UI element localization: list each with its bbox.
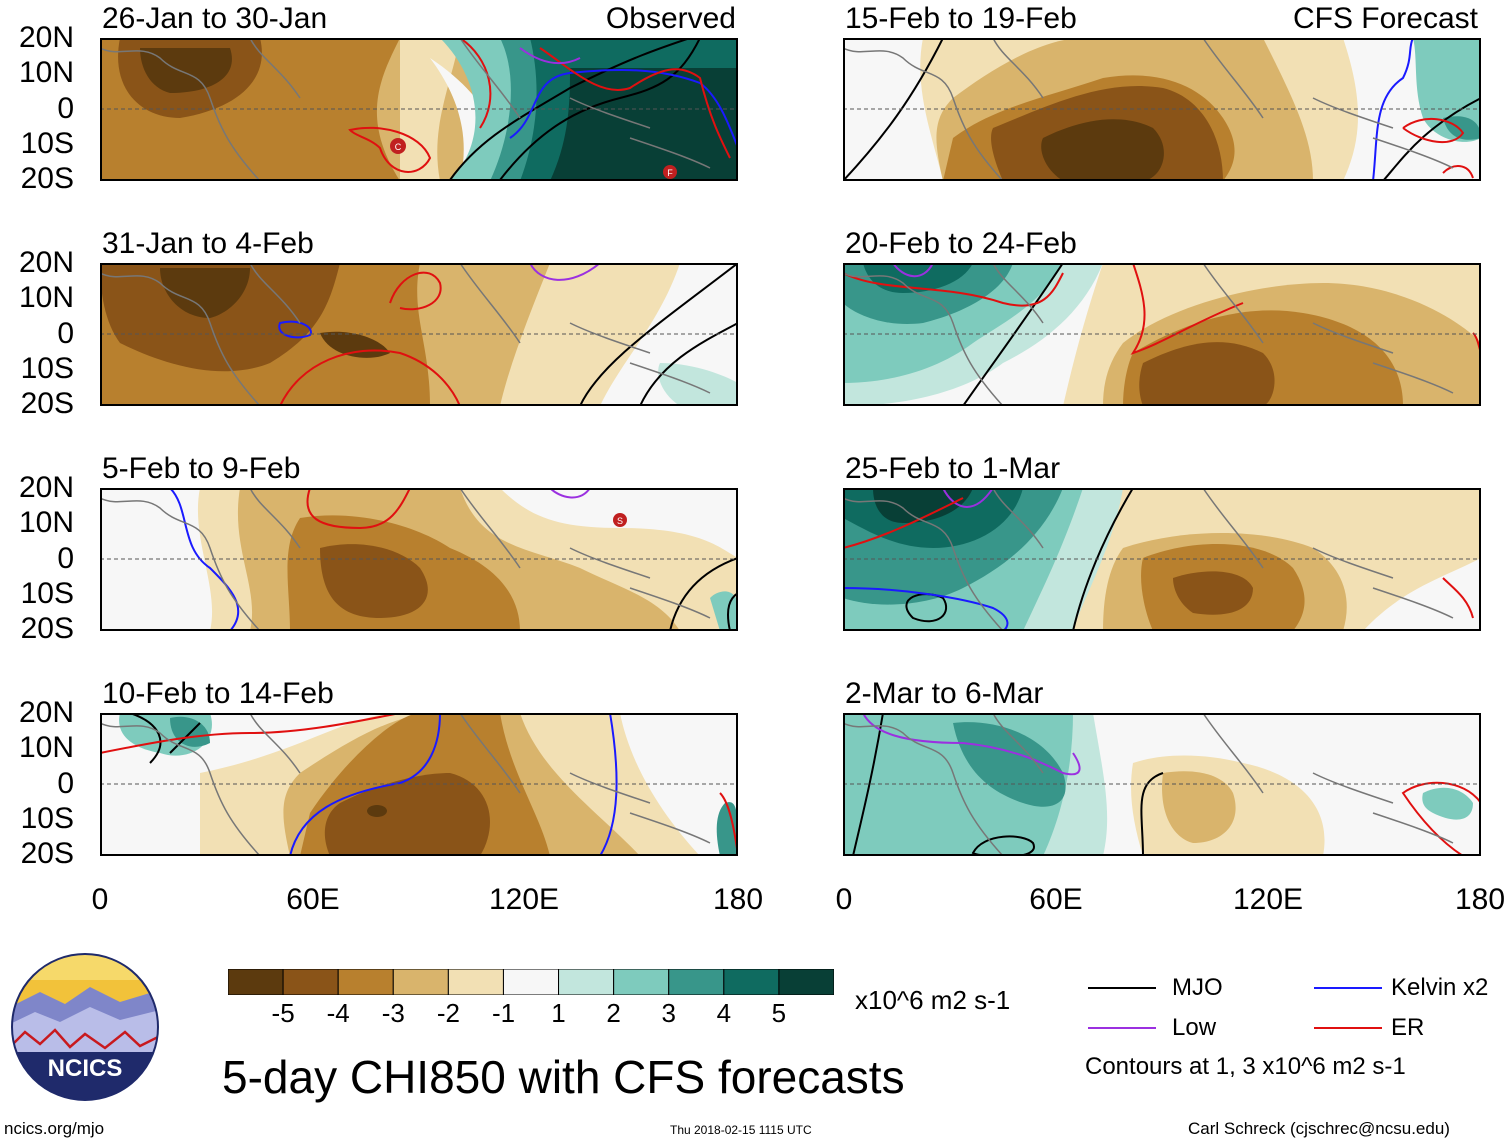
- lon-tick: 60E: [286, 883, 340, 916]
- colorbar-tick-label: 3: [661, 998, 676, 1028]
- colorbar-swatch: [613, 969, 670, 995]
- map-panel-7: [843, 713, 1481, 856]
- legend-line-low: [1088, 1027, 1156, 1029]
- lat-tick: 20N: [18, 471, 74, 504]
- panel-title: 2-Mar to 6-Mar: [845, 677, 1044, 710]
- legend-line-kelvin: [1314, 987, 1382, 989]
- storm-marker-s: S: [617, 516, 623, 526]
- lat-tick: 0: [57, 542, 74, 575]
- colorbar-swatch: [337, 969, 394, 995]
- colorbar-swatch: [447, 969, 504, 995]
- colorbar-tick-label: -4: [326, 998, 350, 1028]
- colorbar-swatch: [392, 969, 449, 995]
- map-panel-3: [100, 713, 738, 856]
- contours-note: Contours at 1, 3 x10^6 m2 s-1: [1085, 1053, 1406, 1080]
- colorbar-tick-label: -2: [436, 998, 460, 1028]
- lat-tick: 20N: [18, 21, 74, 54]
- colorbar-swatch: [228, 969, 284, 995]
- map-panel-5: [843, 263, 1481, 406]
- lon-tick: 0: [91, 883, 109, 916]
- lon-tick: 60E: [1029, 883, 1083, 916]
- colorbar-tick-label: -1: [491, 998, 516, 1028]
- colorbar-swatch: [558, 969, 615, 995]
- colorbar-tick-label: 4: [716, 998, 732, 1028]
- lat-tick: 10S: [20, 127, 74, 160]
- storm-marker-icon: [613, 513, 627, 527]
- lat-tick: 0: [57, 317, 74, 350]
- panel-title: 5-Feb to 9-Feb: [102, 452, 301, 485]
- panel-title: 20-Feb to 24-Feb: [845, 227, 1077, 260]
- lon-tick: 180: [1454, 883, 1506, 916]
- panel-title: 10-Feb to 14-Feb: [102, 677, 334, 710]
- panel-title: 25-Feb to 1-Mar: [845, 452, 1061, 485]
- lat-tick: 0: [57, 767, 74, 800]
- lon-tick: 120E: [1232, 883, 1304, 916]
- storm-marker-f: F: [667, 168, 673, 178]
- lat-tick: 10N: [18, 731, 74, 764]
- colorbar-units: x10^6 m2 s-1: [855, 985, 1011, 1015]
- lat-tick: 10N: [18, 56, 74, 89]
- legend-label-low: Low: [1172, 1014, 1217, 1041]
- lon-tick: 180: [712, 883, 764, 916]
- panel-title: 26-Jan to 30-Jan: [102, 2, 328, 35]
- legend-line-mjo: [1088, 987, 1156, 989]
- map-panel-1: [100, 263, 738, 406]
- colorbar-swatch: [282, 969, 339, 995]
- colorbar-tick-label: 5: [771, 998, 787, 1028]
- lon-tick: 0: [835, 883, 853, 916]
- map-panel-0: C F: [100, 38, 738, 181]
- lat-tick: 20S: [20, 387, 74, 420]
- observed-label: Observed: [605, 2, 736, 35]
- colorbar-swatch: [778, 969, 834, 995]
- footer-url[interactable]: ncics.org/mjo: [4, 1119, 105, 1138]
- lat-tick: 10S: [20, 352, 74, 385]
- panel-title: 15-Feb to 19-Feb: [845, 2, 1077, 35]
- colorbar-tick-label: 2: [606, 998, 621, 1028]
- lat-tick: 10N: [18, 506, 74, 539]
- lat-tick: 10S: [20, 802, 74, 835]
- lat-tick: 20N: [18, 246, 74, 279]
- storm-marker-icon: [663, 165, 677, 179]
- lat-tick: 20S: [20, 612, 74, 645]
- panel-title: 31-Jan to 4-Feb: [102, 227, 314, 260]
- colorbar-tick-label: -5: [271, 998, 295, 1028]
- logo-text: NCICS: [48, 1055, 123, 1082]
- legend-label-er: ER: [1391, 1014, 1425, 1041]
- ncics-logo: NCICS: [11, 953, 159, 1101]
- legend-label-kelvin: Kelvin x2: [1391, 974, 1489, 1001]
- map-panel-4: [843, 38, 1481, 181]
- colorbar-tick-label: -3: [381, 998, 405, 1028]
- colorbar-swatch: [723, 969, 780, 995]
- colorbar-swatch: [668, 969, 725, 995]
- footer-timestamp: Thu 2018-02-15 1115 UTC: [670, 1123, 812, 1137]
- colorbar-tick-label: 1: [551, 998, 566, 1028]
- lat-tick: 20S: [20, 162, 74, 195]
- storm-marker-c: C: [395, 142, 402, 152]
- lat-tick: 20S: [20, 837, 74, 870]
- storm-marker-icon: [390, 138, 406, 154]
- lat-tick: 10S: [20, 577, 74, 610]
- legend-line-er: [1314, 1027, 1382, 1029]
- lat-tick: 10N: [18, 281, 74, 314]
- map-panel-6: [843, 488, 1481, 631]
- forecast-label: CFS Forecast: [1292, 2, 1478, 35]
- lat-tick: 20N: [18, 696, 74, 729]
- legend-label-mjo: MJO: [1172, 974, 1223, 1001]
- colorbar-swatch: [502, 969, 560, 995]
- colorbar: [228, 969, 834, 995]
- main-title: 5-day CHI850 with CFS forecasts: [222, 1051, 905, 1103]
- map-panel-2: S: [100, 488, 738, 631]
- footer-credit: Carl Schreck (cjschrec@ncsu.edu): [1188, 1119, 1450, 1138]
- lon-tick: 120E: [488, 883, 560, 916]
- lat-tick: 0: [57, 92, 74, 125]
